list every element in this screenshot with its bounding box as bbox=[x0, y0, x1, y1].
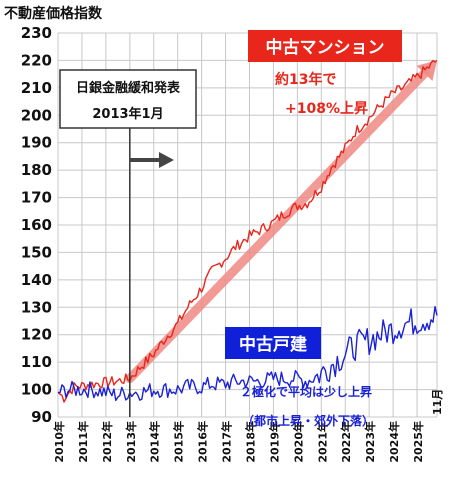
y-tick-label: 180 bbox=[21, 161, 52, 179]
y-tick-label: 170 bbox=[21, 189, 52, 207]
house-note-2: （都市上昇・郊外下落） bbox=[242, 413, 374, 428]
y-tick-label: 90 bbox=[31, 408, 52, 426]
event-callout-line1: 日銀金融緩和発表 bbox=[76, 80, 181, 96]
y-tick-label: 230 bbox=[21, 24, 52, 42]
house-label-box bbox=[225, 327, 321, 359]
y-tick-labels: 90 100 110 120 130 140 150 160 170 180 190 200 210 22… bbox=[21, 24, 52, 426]
mansion-note-2: +108%上昇 bbox=[285, 101, 368, 117]
series-line-mansion bbox=[57, 59, 438, 403]
x-tick-label: 2019年 bbox=[267, 421, 281, 463]
x-tick-label: 2010年 bbox=[52, 421, 66, 463]
x-tick-label: 2022年 bbox=[339, 421, 353, 463]
trend-arrow-head bbox=[416, 60, 437, 82]
y-tick-label: 110 bbox=[21, 353, 52, 371]
event-callout-box bbox=[59, 69, 197, 129]
event-callout-line2: 2013年1月 bbox=[92, 106, 163, 122]
y-tick-label: 200 bbox=[21, 106, 52, 124]
x-tick-label: 2012年 bbox=[100, 421, 114, 463]
x-tick-labels: 2010年 2011年 2012年 2013年 2014年 2015年 2016年 2017年… bbox=[52, 389, 444, 463]
event-marker: 日銀金融緩和発表 2013年1月 bbox=[59, 69, 197, 417]
x-tick-label: 2016年 bbox=[196, 421, 210, 463]
x-tick-label: 2024年 bbox=[387, 421, 401, 463]
y-tick-label: 130 bbox=[21, 298, 52, 316]
mansion-label: 中古マンション bbox=[266, 37, 385, 58]
x-tick-label: 2021年 bbox=[315, 421, 329, 463]
house-note-1: ２極化で平均は少し上昇 bbox=[240, 384, 372, 399]
x-tick-label: 2025年 bbox=[411, 421, 425, 463]
y-tick-label: 100 bbox=[21, 381, 52, 399]
series-lines bbox=[57, 59, 438, 403]
y-tick-label: 190 bbox=[21, 134, 52, 152]
event-arrow-head bbox=[159, 152, 174, 168]
mansion-label-box bbox=[248, 30, 402, 62]
trend-arrow-shaft bbox=[125, 68, 429, 384]
house-label: 中古戸建 bbox=[239, 334, 307, 355]
x-tick-label: 2020年 bbox=[291, 421, 305, 463]
y-tick-label: 220 bbox=[21, 51, 52, 69]
x-tick-label: 2013年 bbox=[124, 421, 138, 463]
x-tick-label: 2014年 bbox=[148, 421, 162, 463]
x-tick-label: 2017年 bbox=[220, 421, 234, 463]
x-end-label: 11月 bbox=[431, 389, 444, 415]
trend-arrow bbox=[125, 60, 437, 384]
x-tick-label: 2015年 bbox=[172, 421, 186, 463]
y-axis-title: 不動産価格指数 bbox=[4, 5, 103, 22]
x-tick-label: 2023年 bbox=[363, 421, 377, 463]
y-tick-label: 140 bbox=[21, 271, 52, 289]
y-tick-label: 120 bbox=[21, 326, 52, 344]
y-tick-label: 160 bbox=[21, 216, 52, 234]
series-line-house bbox=[57, 306, 438, 402]
mansion-note-1: 約13年で bbox=[275, 71, 336, 88]
y-tick-label: 210 bbox=[21, 79, 52, 97]
x-tick-label: 2011年 bbox=[76, 421, 90, 463]
x-tick-label: 2018年 bbox=[243, 421, 257, 463]
y-tick-label: 150 bbox=[21, 243, 52, 261]
